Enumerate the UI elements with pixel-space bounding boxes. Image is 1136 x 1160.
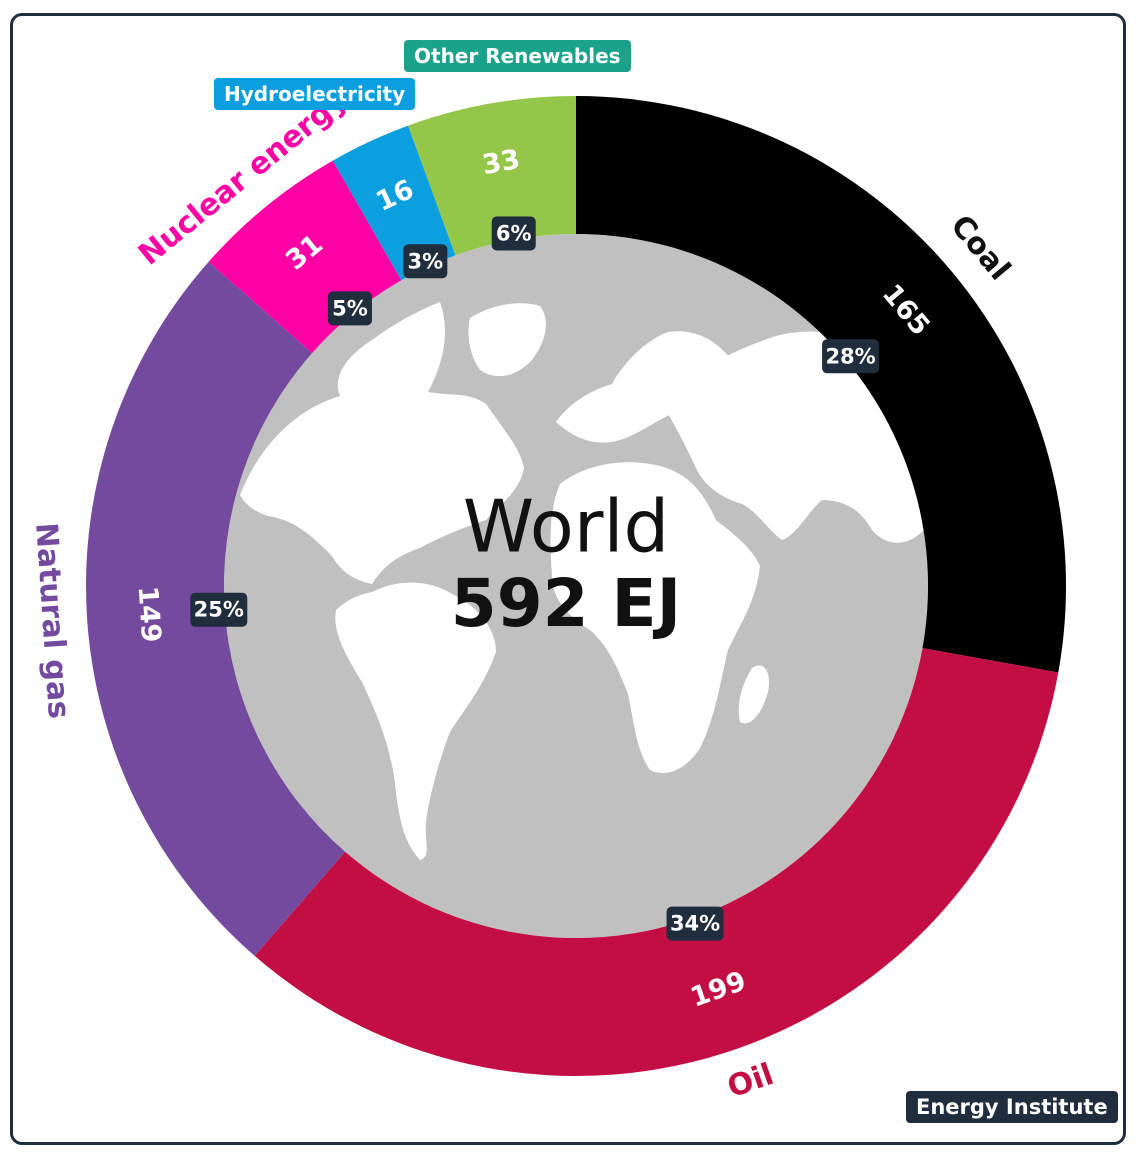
percent-badge-bg (403, 244, 448, 279)
south-america-shape (335, 582, 496, 860)
source-badge[interactable]: Energy Institute (906, 1091, 1118, 1123)
slice-oil (254, 648, 1059, 1076)
value-label-other-renewables: 33 (480, 144, 522, 181)
center-title: World (463, 485, 669, 569)
europe-shape (556, 331, 730, 443)
percent-label-oil: 34% (670, 912, 720, 936)
slice-coal (576, 96, 1066, 673)
greenland-shape (468, 303, 546, 377)
value-label-natural-gas: 149 (132, 585, 167, 643)
percent-badge-bg (327, 291, 372, 326)
percent-badge-nuclear-energy: 5% (327, 291, 372, 326)
percent-badge-coal: 28% (822, 339, 880, 374)
asia-shape (660, 331, 926, 543)
percent-label-natural-gas: 25% (194, 598, 244, 622)
slice-other-renewables (408, 96, 576, 256)
percent-badge-bg (822, 339, 880, 374)
legend-label-hydroelectricity: Hydroelectricity (214, 78, 416, 110)
percent-badge-other-renewables: 6% (491, 216, 536, 251)
center-total: 592 EJ (451, 565, 681, 642)
madagascar-shape (738, 665, 770, 724)
percent-label-coal: 28% (825, 344, 875, 368)
north-america-shape (240, 302, 524, 584)
percent-label-nuclear-energy: 5% (332, 296, 368, 320)
category-label-natural-gas: Natural gas (28, 522, 76, 720)
percent-badge-natural-gas: 25% (190, 592, 248, 627)
category-label-oil: Oil (723, 1057, 778, 1105)
africa-shape (550, 462, 760, 774)
slice-hydroelectricity (332, 125, 456, 281)
legend-label-other-renewables: Other Renewables (404, 40, 631, 72)
percent-badge-bg (190, 592, 248, 627)
percent-badge-hydroelectricity: 3% (403, 244, 448, 279)
percent-badge-bg (666, 906, 724, 941)
percent-label-hydroelectricity: 3% (407, 249, 443, 273)
percent-label-other-renewables: 6% (496, 221, 532, 245)
percent-badge-oil: 34% (666, 906, 724, 941)
percent-badge-bg (491, 216, 536, 251)
